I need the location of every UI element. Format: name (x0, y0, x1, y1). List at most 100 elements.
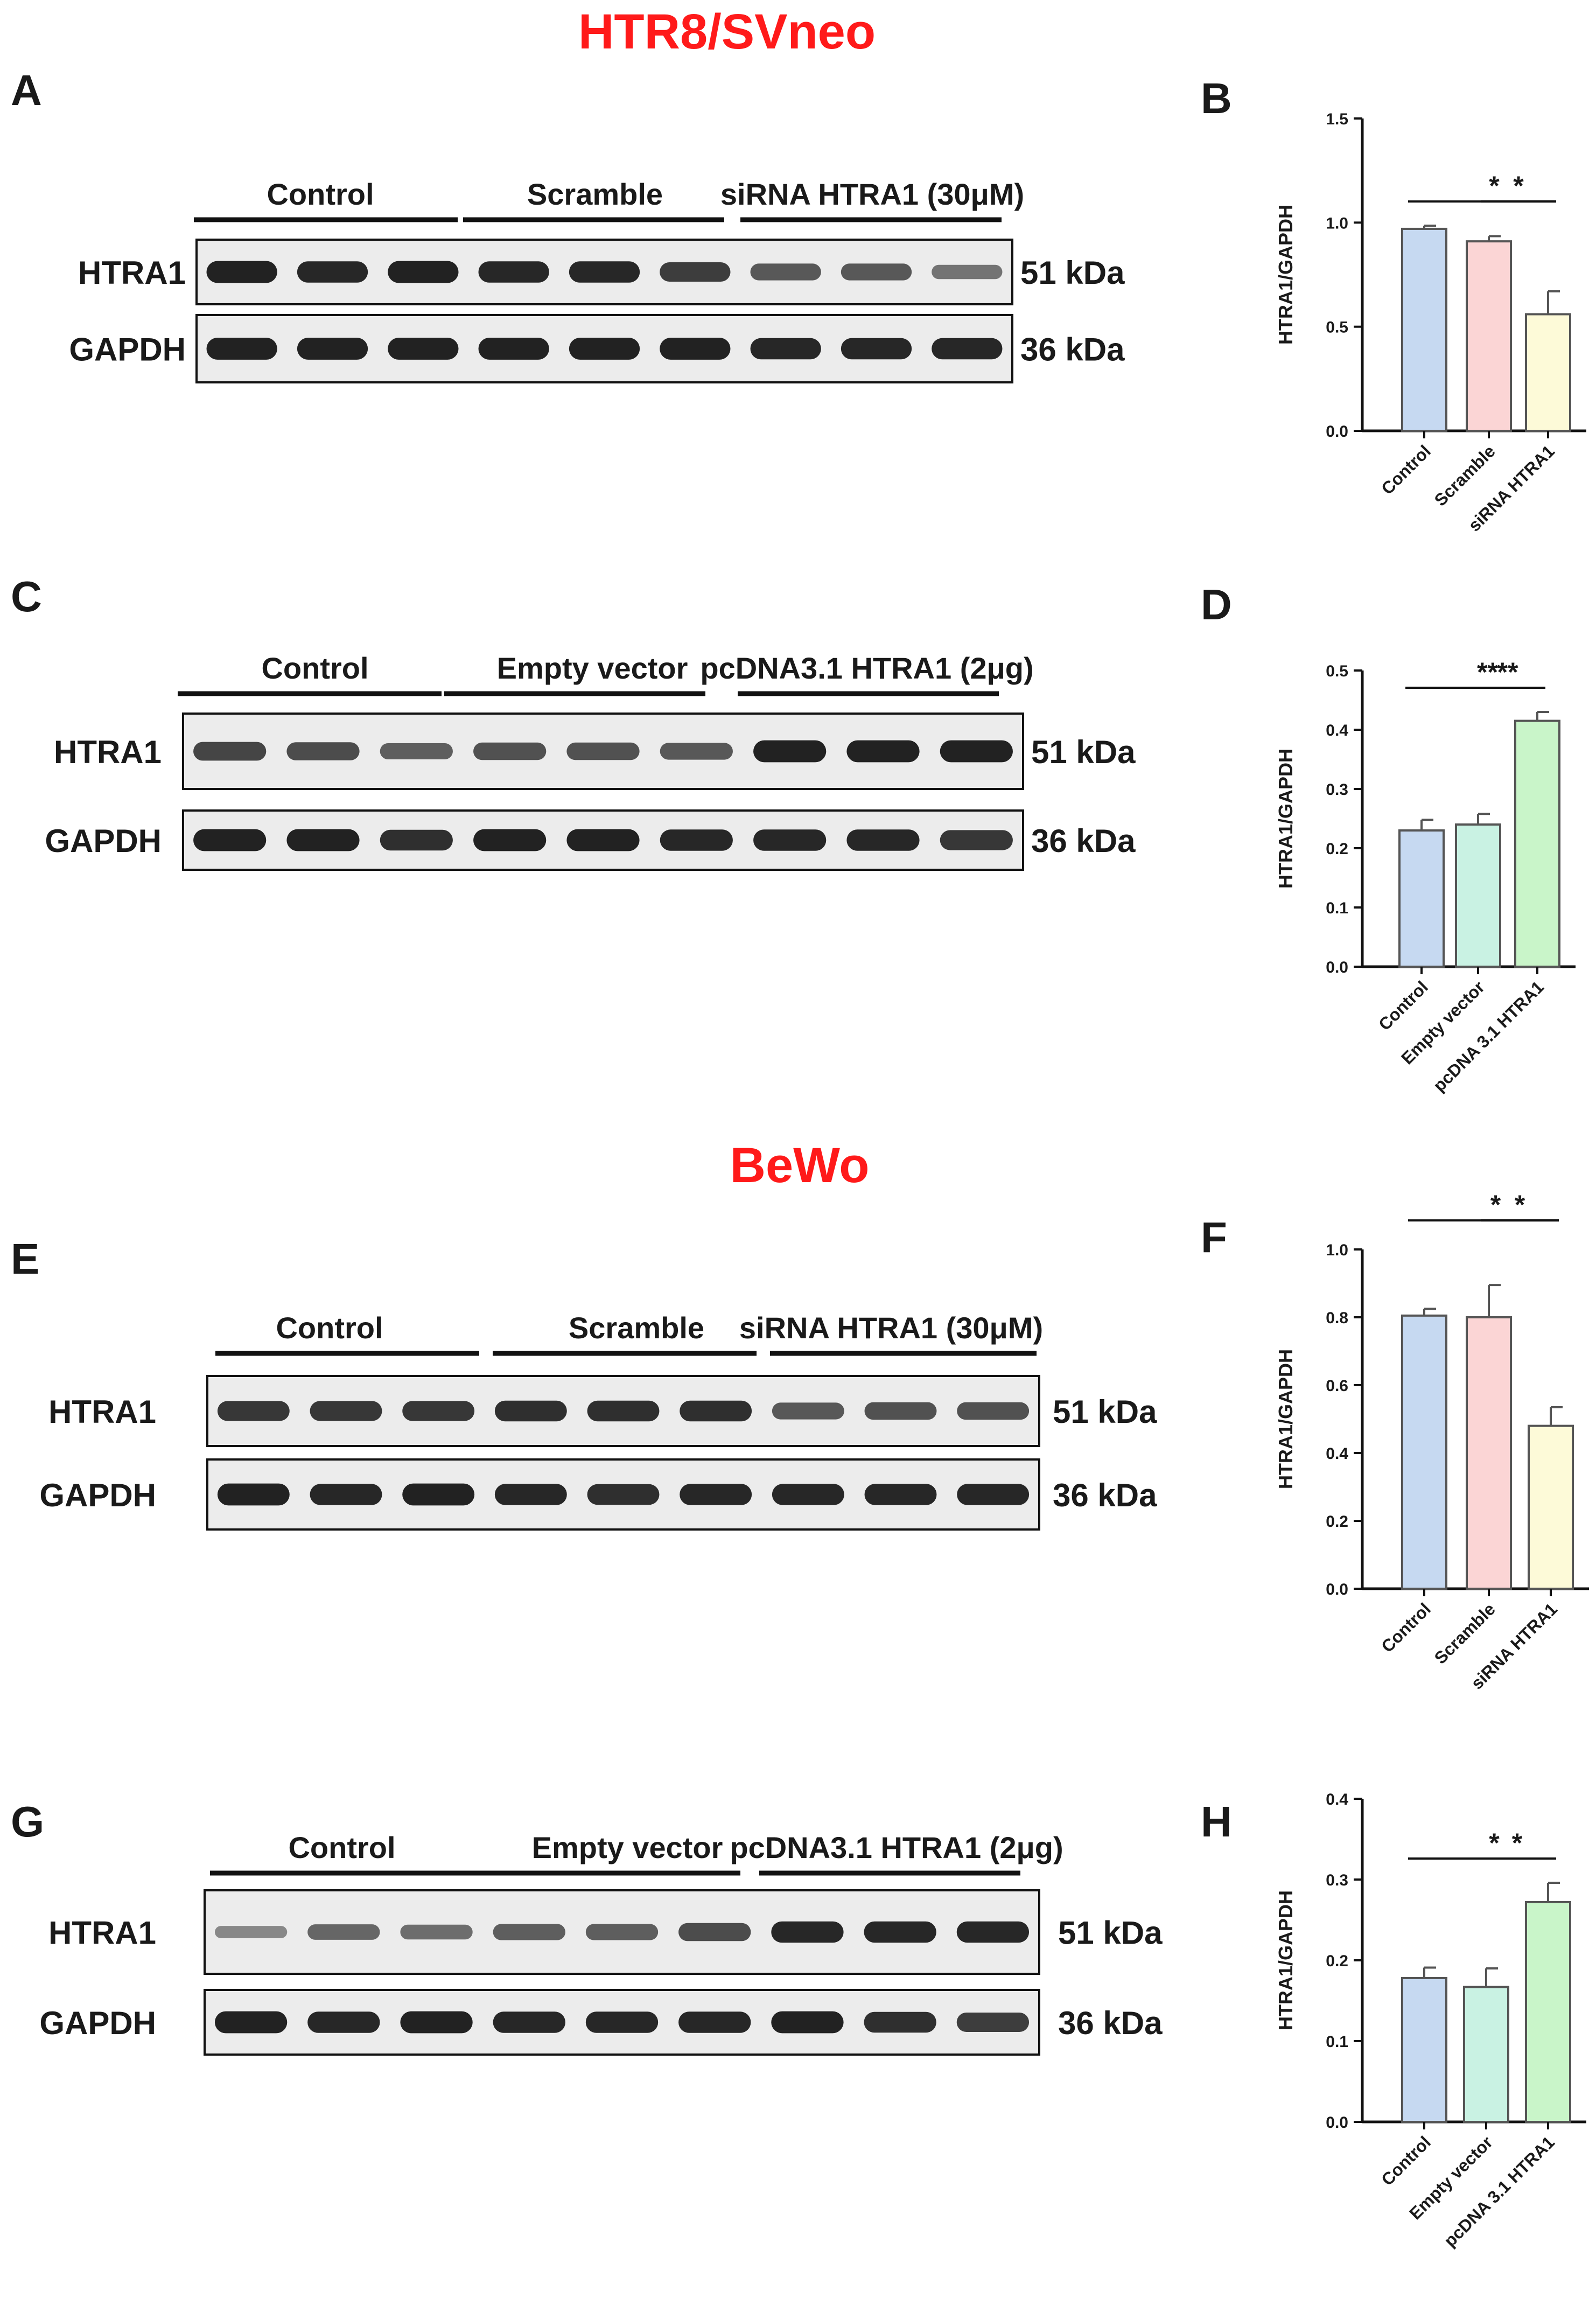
bar (1401, 1977, 1447, 2123)
blot-band (569, 338, 640, 360)
blot-band (494, 1484, 567, 1505)
significance-star: ** (1497, 657, 1518, 687)
blot-band (932, 338, 1003, 360)
blot-band (380, 829, 453, 851)
blot-band (402, 1401, 475, 1421)
blot-band (678, 2011, 751, 2033)
blot-band (214, 2011, 288, 2034)
blot-band (193, 829, 267, 851)
blot-band (864, 2011, 936, 2033)
significance-star: ** (1477, 657, 1498, 687)
blot-band (286, 829, 360, 851)
blot-group-label: Control (267, 177, 374, 211)
blot-band (750, 338, 821, 360)
bar (1466, 240, 1512, 432)
y-tick-label: 0.6 (1326, 1377, 1348, 1395)
blot-band (957, 1484, 1030, 1505)
blot-panel-a: Control Scramble siRNA HTRA1 (30μM) HTRA1 51… (69, 177, 1125, 383)
blot-band (680, 1484, 752, 1505)
category-label: Control (1377, 2132, 1434, 2189)
blot-protein-label: GAPDH (39, 1477, 156, 1513)
blot-band (297, 261, 368, 283)
blot-kda-label: 51 kDa (1053, 1394, 1157, 1430)
y-tick-label: 0.0 (1326, 959, 1348, 976)
blot-group-label: Scramble (527, 177, 663, 211)
section-title-bewo: BeWo (730, 1138, 870, 1193)
blot-band (660, 829, 733, 851)
blot-band (846, 829, 920, 851)
y-axis-label: HTRA1/GAPDH (1275, 749, 1297, 889)
blot-band (206, 338, 277, 360)
blot-band (587, 1484, 660, 1505)
y-axis-label: HTRA1/GAPDH (1275, 205, 1297, 345)
y-tick-label: 0.1 (1326, 2033, 1348, 2051)
blot-band (846, 740, 920, 763)
blot-kda-label: 36 kDa (1053, 1477, 1157, 1513)
blot-panel-g: Control Empty vector pcDNA3.1 HTRA1 (2μg) H… (39, 1831, 1163, 2056)
blot-band (473, 829, 547, 851)
charts-layer: 0.00.51.01.5HTRA1/GAPDHControlScramblesi… (1275, 110, 1589, 2251)
y-tick-label: 0.4 (1326, 1791, 1348, 1808)
bar (1525, 1901, 1571, 2123)
blot-band (478, 338, 549, 360)
blot-band (400, 2011, 473, 2034)
category-label: Control (1375, 977, 1432, 1034)
panel-letter-c: C (11, 572, 42, 620)
blot-band (307, 1924, 380, 1940)
blot-band (956, 1921, 1030, 1943)
blot-protein-label: HTRA1 (54, 734, 162, 770)
significance-star: * (1515, 1190, 1525, 1220)
blot-band (864, 1921, 936, 1943)
y-tick-label: 0.5 (1326, 319, 1348, 337)
blot-kda-label: 36 kDa (1020, 332, 1125, 368)
bar (1466, 1316, 1512, 1590)
y-tick-label: 1.0 (1326, 214, 1348, 232)
blot-protein-label: GAPDH (45, 823, 162, 859)
blot-band (678, 1923, 751, 1941)
blot-kda-label: 51 kDa (1058, 1915, 1163, 1951)
blot-band (494, 1400, 567, 1422)
blots-layer: Control Scramble siRNA HTRA1 (30μM) HTRA1 51… (39, 177, 1163, 2056)
panel-letter-h: H (1201, 1798, 1232, 1846)
blot-kda-label: 36 kDa (1031, 823, 1136, 859)
chart-d: 0.00.10.20.30.40.5HTRA1/GAPDHControlEmpt… (1275, 657, 1576, 1095)
blot-band (660, 338, 731, 360)
y-tick-label: 0.3 (1326, 781, 1348, 799)
blot-group-label: pcDNA3.1 HTRA1 (2μg) (700, 651, 1033, 685)
blot-band (660, 743, 733, 760)
blot-band (193, 742, 267, 761)
y-tick-label: 0.2 (1326, 1952, 1348, 1970)
y-axis-label: HTRA1/GAPDH (1275, 1349, 1297, 1489)
blot-panel-e: Control Scramble siRNA HTRA1 (30μM) HTRA1 51… (39, 1311, 1157, 1531)
panel-letter-f: F (1201, 1213, 1227, 1261)
blot-band (750, 263, 821, 281)
y-tick-label: 0.5 (1326, 662, 1348, 680)
blot-band (771, 2011, 844, 2034)
y-tick-label: 0.4 (1326, 1445, 1348, 1463)
blot-protein-label: HTRA1 (48, 1915, 156, 1951)
blot-group-label: Control (261, 651, 368, 685)
bar (1528, 1424, 1574, 1590)
blot-protein-label: GAPDH (39, 2005, 156, 2041)
category-label: Control (1377, 1599, 1434, 1656)
blot-group-label: Control (288, 1831, 395, 1864)
blot-kda-label: 51 kDa (1031, 734, 1136, 770)
bar (1401, 1314, 1447, 1590)
blot-band (310, 1484, 382, 1505)
y-tick-label: 0.3 (1326, 1871, 1348, 1889)
bar (1514, 720, 1560, 968)
blot-group-label: Scramble (569, 1311, 704, 1345)
blot-band (772, 1484, 844, 1505)
panel-letter-a: A (11, 66, 42, 114)
blot-group-label: Control (276, 1311, 383, 1345)
blot-protein-label: HTRA1 (78, 255, 186, 291)
y-tick-label: 0.4 (1326, 722, 1348, 739)
blot-protein-label: GAPDH (69, 332, 186, 368)
blot-band (493, 1924, 565, 1940)
blot-band (380, 743, 453, 759)
y-tick-label: 1.0 (1326, 1241, 1348, 1259)
blot-band (680, 1400, 752, 1422)
blot-band (206, 261, 277, 283)
y-tick-label: 0.2 (1326, 1513, 1348, 1531)
